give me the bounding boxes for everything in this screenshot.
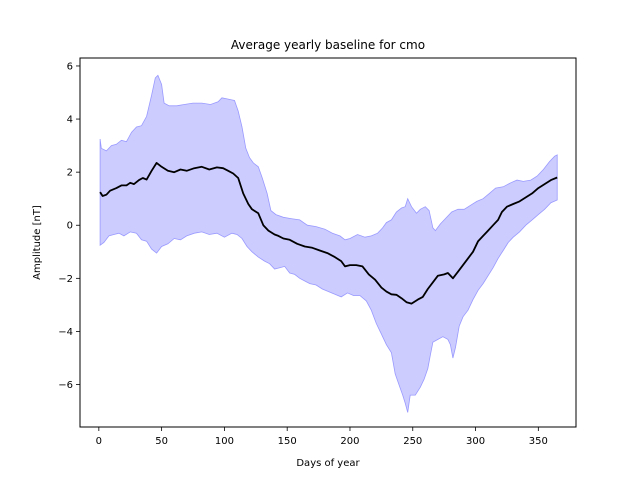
x-tick-label-350: 350 [529, 436, 548, 447]
mean-baseline-line [99, 161, 558, 305]
x-tick-label-300: 300 [466, 436, 485, 447]
x-axis-label: Days of year [296, 458, 360, 469]
y-tick-label-6: 6 [67, 61, 73, 72]
y-tick-label--2: −2 [58, 274, 73, 285]
x-tick-label-200: 200 [340, 436, 359, 447]
x-tick-label-50: 50 [155, 436, 168, 447]
x-tick-label-100: 100 [215, 436, 234, 447]
x-tick-label-0: 0 [96, 436, 102, 447]
y-tick-label-2: 2 [67, 168, 73, 179]
y-tick-label-0: 0 [67, 221, 73, 232]
y-tick-label--4: −4 [58, 327, 73, 338]
plot-frame [79, 57, 577, 428]
y-tick-label--6: −6 [58, 380, 73, 391]
axis-ticks: 0 50 100 150 200 250 300 350 6 4 2 0 −2 −4 −6 [58, 61, 548, 447]
y-axis-label: Amplitude [nT] [32, 205, 43, 280]
plot-area [99, 74, 558, 413]
x-tick-label-250: 250 [403, 436, 422, 447]
y-tick-label-4: 4 [67, 115, 73, 126]
baseline-range-band [99, 74, 558, 413]
x-tick-label-150: 150 [278, 436, 297, 447]
chart-title: Average yearly baseline for cmo [231, 38, 425, 52]
